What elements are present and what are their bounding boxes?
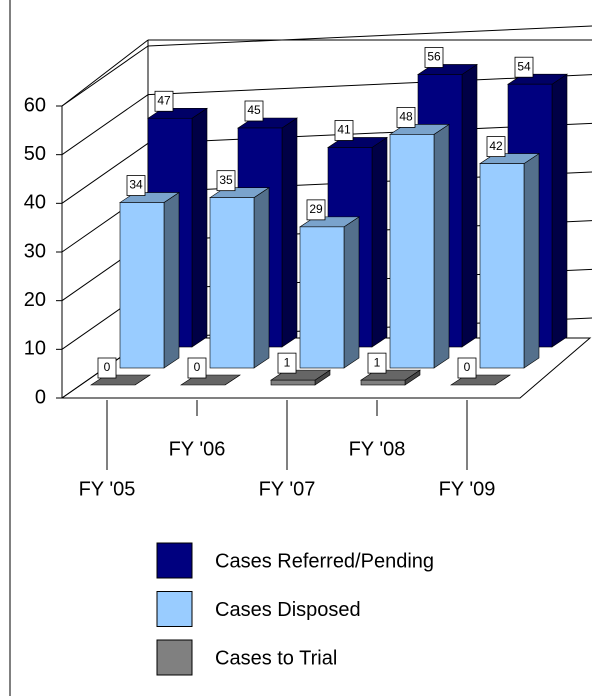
- data-label: 0: [194, 360, 201, 374]
- data-label: 1: [284, 355, 291, 369]
- bar-side: [163, 191, 180, 369]
- data-label-box: [277, 352, 297, 374]
- grid-line: [61, 142, 149, 204]
- bar-side: [551, 73, 568, 348]
- data-label-box: [514, 56, 534, 78]
- bar: [119, 191, 180, 369]
- data-label: 34: [129, 178, 143, 192]
- bar: [479, 153, 540, 369]
- bar-side: [433, 123, 450, 369]
- x-tick-label: FY '05: [79, 478, 136, 500]
- data-label: 29: [309, 202, 323, 216]
- bar-front: [119, 202, 165, 369]
- y-tick-label: 40: [24, 192, 46, 214]
- legend-swatch: [156, 591, 193, 627]
- data-label-box: [244, 100, 264, 122]
- bar: [389, 123, 450, 369]
- y-tick-label: 20: [24, 289, 46, 311]
- data-label-box: [424, 47, 444, 68]
- bar-side: [343, 216, 360, 369]
- grid-line: [61, 45, 149, 107]
- x-tick-label: FY '06: [169, 438, 226, 460]
- bar-side: [371, 136, 388, 348]
- legend-label: Cases to Trial: [215, 647, 337, 669]
- bar-side: [281, 117, 298, 348]
- data-label: 56: [427, 50, 441, 64]
- data-label: 45: [247, 103, 261, 117]
- legend-swatch: [156, 542, 193, 579]
- bar: [299, 216, 360, 369]
- bar-side: [461, 63, 478, 348]
- data-label: 35: [219, 173, 233, 187]
- data-label-box: [154, 90, 174, 112]
- bar-side: [191, 107, 208, 348]
- legend-label: Cases Disposed: [215, 599, 361, 621]
- legend-swatch: [156, 639, 193, 676]
- y-tick-label: 0: [35, 386, 46, 408]
- data-label: 42: [489, 139, 503, 153]
- data-label-box: [97, 357, 117, 379]
- bar-front: [270, 379, 316, 386]
- bar-front: [479, 163, 525, 369]
- bar-side: [523, 153, 540, 369]
- data-label-box: [367, 352, 387, 374]
- data-label-box: [216, 170, 236, 192]
- data-label-box: [396, 107, 416, 128]
- legend-label: Cases Referred/Pending: [215, 550, 434, 572]
- data-label: 41: [337, 123, 351, 137]
- bar-front: [360, 379, 406, 386]
- data-label: 54: [517, 59, 531, 73]
- data-label: 0: [104, 360, 111, 374]
- bar-front: [389, 134, 435, 369]
- y-tick-label: 50: [24, 143, 46, 165]
- data-label-box: [187, 357, 207, 379]
- bar-front: [299, 226, 345, 369]
- data-label: 48: [399, 110, 413, 124]
- bar-side: [253, 187, 270, 369]
- x-tick-label: FY '09: [439, 478, 496, 500]
- y-tick-label: 30: [24, 240, 46, 262]
- x-tick-label: FY '08: [349, 438, 406, 460]
- wall-edge: [61, 39, 149, 107]
- data-label-box: [126, 175, 146, 196]
- bar-front: [209, 197, 255, 369]
- data-label-box: [457, 357, 477, 379]
- data-label-box: [306, 199, 326, 221]
- x-tick-label: FY '07: [259, 478, 316, 500]
- data-label-box: [486, 136, 506, 158]
- bar: [209, 187, 270, 369]
- grid-line: [147, 25, 592, 47]
- data-label: 1: [374, 355, 381, 369]
- data-label-box: [334, 120, 354, 141]
- y-tick-label: 10: [24, 338, 46, 360]
- data-label: 47: [157, 93, 171, 107]
- data-label: 0: [464, 360, 471, 374]
- grid-line: [61, 94, 149, 156]
- y-tick-label: 60: [24, 94, 46, 116]
